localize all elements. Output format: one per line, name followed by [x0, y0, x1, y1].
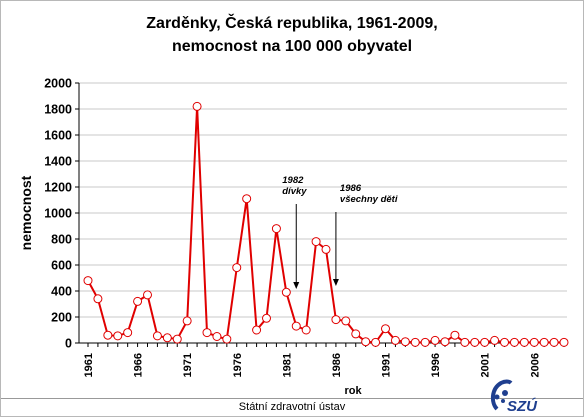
- data-point: [311, 237, 321, 247]
- data-point: [83, 276, 93, 286]
- data-point: [509, 337, 519, 347]
- data-point: [470, 337, 480, 347]
- data-point: [123, 328, 133, 338]
- data-point: [420, 337, 430, 347]
- data-point: [192, 101, 202, 111]
- data-point: [212, 332, 222, 341]
- annotation-arrowhead: [332, 279, 339, 286]
- data-point: [559, 337, 569, 347]
- y-tick-label: 0: [65, 337, 72, 351]
- data-point: [182, 316, 192, 326]
- data-point: [361, 337, 371, 347]
- y-tick-label: 1600: [44, 129, 72, 143]
- footer-text: Státní zdravotní ústav: [238, 401, 346, 413]
- data-point: [271, 224, 281, 234]
- data-point: [539, 337, 549, 347]
- data-point: [252, 325, 262, 335]
- data-point: [430, 335, 440, 345]
- data-point: [232, 263, 242, 273]
- y-tick-label: 2000: [44, 77, 72, 91]
- chart-subtitle: nemocnost na 100 000 obyvatel: [171, 38, 413, 55]
- x-tick-label: 1991: [381, 353, 393, 377]
- data-point: [291, 321, 301, 331]
- data-point: [331, 315, 341, 325]
- x-tick-label: 1986: [331, 353, 343, 377]
- annotation-text: 1982: [282, 175, 304, 186]
- data-point: [113, 331, 123, 341]
- y-tick-label: 200: [51, 311, 72, 325]
- data-point: [281, 287, 291, 297]
- data-point: [549, 337, 559, 347]
- data-point: [490, 335, 500, 345]
- data-point: [202, 328, 212, 338]
- data-point: [242, 194, 252, 204]
- data-point: [222, 334, 232, 344]
- data-point: [480, 337, 490, 347]
- data-point: [143, 290, 152, 300]
- data-point: [162, 333, 172, 343]
- data-point: [172, 334, 182, 344]
- data-point: [103, 330, 113, 340]
- x-tick-label: 1976: [232, 353, 244, 377]
- data-point: [351, 329, 361, 339]
- szu-logo: SZÚ: [490, 379, 538, 415]
- data-point: [321, 244, 331, 254]
- data-point: [301, 325, 311, 335]
- data-point: [460, 337, 470, 347]
- y-tick-label: 1200: [44, 181, 72, 195]
- data-point: [410, 337, 420, 347]
- y-tick-label: 1800: [44, 103, 72, 117]
- data-point: [262, 313, 271, 323]
- x-tick-label: 2006: [529, 353, 541, 377]
- line-chart: 0 200 400 600 800 1000 1200 1400 1600 1800 2000 196…: [18, 77, 569, 397]
- y-tick-label: 600: [51, 259, 72, 273]
- y-axis-label: nemocnost: [18, 175, 34, 250]
- x-tick-label: 1966: [133, 353, 145, 377]
- annotation-arrowhead: [293, 282, 300, 289]
- footer-divider: [1, 398, 583, 399]
- x-tick-label: 1971: [182, 353, 194, 377]
- y-tick-label: 1400: [44, 155, 72, 169]
- data-point: [450, 330, 460, 340]
- data-point: [93, 294, 103, 304]
- annotation-text: dívky: [282, 186, 307, 197]
- data-point: [400, 337, 410, 347]
- x-tick-label: 1996: [430, 353, 442, 377]
- data-point: [390, 335, 400, 345]
- y-tick-label: 800: [51, 233, 72, 247]
- data-point: [529, 337, 539, 347]
- x-tick-label: 1981: [281, 353, 293, 377]
- data-point: [440, 337, 450, 347]
- data-point: [152, 331, 162, 341]
- x-tick-label: 1961: [83, 353, 95, 377]
- y-tick-label: 1000: [44, 207, 72, 221]
- data-point: [519, 337, 529, 347]
- series-line: [87, 106, 564, 344]
- data-point: [371, 337, 381, 347]
- annotation-text: všechny děti: [340, 194, 398, 205]
- data-point: [381, 324, 390, 334]
- annotation-text: 1986: [340, 183, 362, 194]
- logo-text: SZÚ: [507, 397, 538, 415]
- x-tick-label: 2001: [480, 353, 492, 377]
- chart-title: Zarděnky, Česká republika, 1961-2009,: [146, 15, 438, 32]
- data-point: [500, 337, 509, 347]
- data-point: [341, 316, 351, 326]
- y-tick-label: 400: [51, 285, 72, 299]
- data-point: [133, 296, 143, 306]
- x-axis-label: rok: [344, 385, 362, 397]
